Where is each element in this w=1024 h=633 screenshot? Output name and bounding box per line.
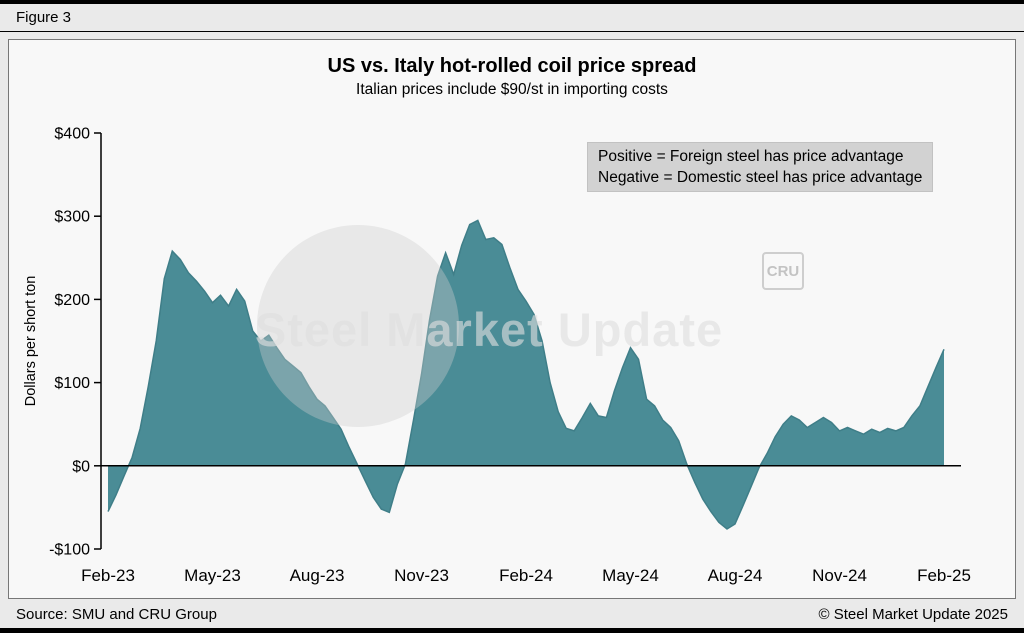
copyright-note: © Steel Market Update 2025 bbox=[818, 606, 1009, 623]
cru-logo-badge: CRU bbox=[762, 252, 804, 290]
area-series bbox=[108, 220, 944, 529]
x-tick-label: Feb-23 bbox=[81, 566, 135, 585]
x-tick-label: May-23 bbox=[184, 566, 241, 585]
x-tick-label: Nov-24 bbox=[812, 566, 867, 585]
chart-title: US vs. Italy hot-rolled coil price sprea… bbox=[327, 55, 697, 77]
y-tick-label: $300 bbox=[54, 209, 90, 226]
source-note: Source: SMU and CRU Group bbox=[16, 606, 217, 623]
header-rule bbox=[0, 31, 1024, 32]
watermark-text: Steel Market Update bbox=[254, 303, 724, 356]
x-tick-label: Feb-24 bbox=[499, 566, 553, 585]
x-tick-label: Aug-24 bbox=[708, 566, 763, 585]
y-tick-label: $100 bbox=[54, 375, 90, 392]
area-series-edge bbox=[107, 219, 945, 530]
chart-panel: US vs. Italy hot-rolled coil price sprea… bbox=[8, 39, 1016, 599]
x-tick-label: May-24 bbox=[602, 566, 659, 585]
y-tick-label: $400 bbox=[54, 126, 90, 143]
x-tick-label: Nov-23 bbox=[394, 566, 449, 585]
y-tick-label: $200 bbox=[54, 292, 90, 309]
watermark-circle-logo bbox=[257, 225, 459, 427]
bottom-border-bar bbox=[0, 628, 1024, 633]
x-tick-label: Feb-25 bbox=[917, 566, 971, 585]
chart-subtitle: Italian prices include $90/st in importi… bbox=[356, 81, 668, 98]
top-border-bar bbox=[0, 0, 1024, 4]
footer: Source: SMU and CRU Group © Steel Market… bbox=[0, 599, 1024, 623]
price-spread-area-chart: $400 $300 $200 $100 $0 -$100 Feb-23 May-23 Aug-2… bbox=[23, 126, 971, 586]
x-tick-label: Aug-23 bbox=[290, 566, 345, 585]
y-tick-label: $0 bbox=[72, 458, 90, 475]
legend-line-negative: Negative = Domestic steel has price adva… bbox=[598, 169, 923, 186]
legend-box: Positive = Foreign steel has price advan… bbox=[587, 142, 934, 192]
legend-line-positive: Positive = Foreign steel has price advan… bbox=[598, 148, 904, 165]
y-axis-title: Dollars per short ton bbox=[23, 276, 39, 407]
figure-label: Figure 3 bbox=[16, 9, 72, 26]
y-tick-label: -$100 bbox=[49, 542, 90, 559]
